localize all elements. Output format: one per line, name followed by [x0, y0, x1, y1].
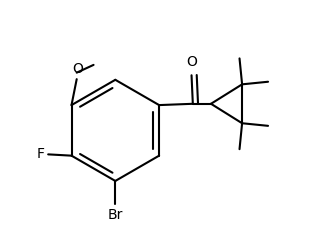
Text: F: F [36, 147, 44, 161]
Text: O: O [73, 62, 84, 76]
Text: Br: Br [108, 208, 123, 222]
Text: O: O [187, 55, 198, 69]
